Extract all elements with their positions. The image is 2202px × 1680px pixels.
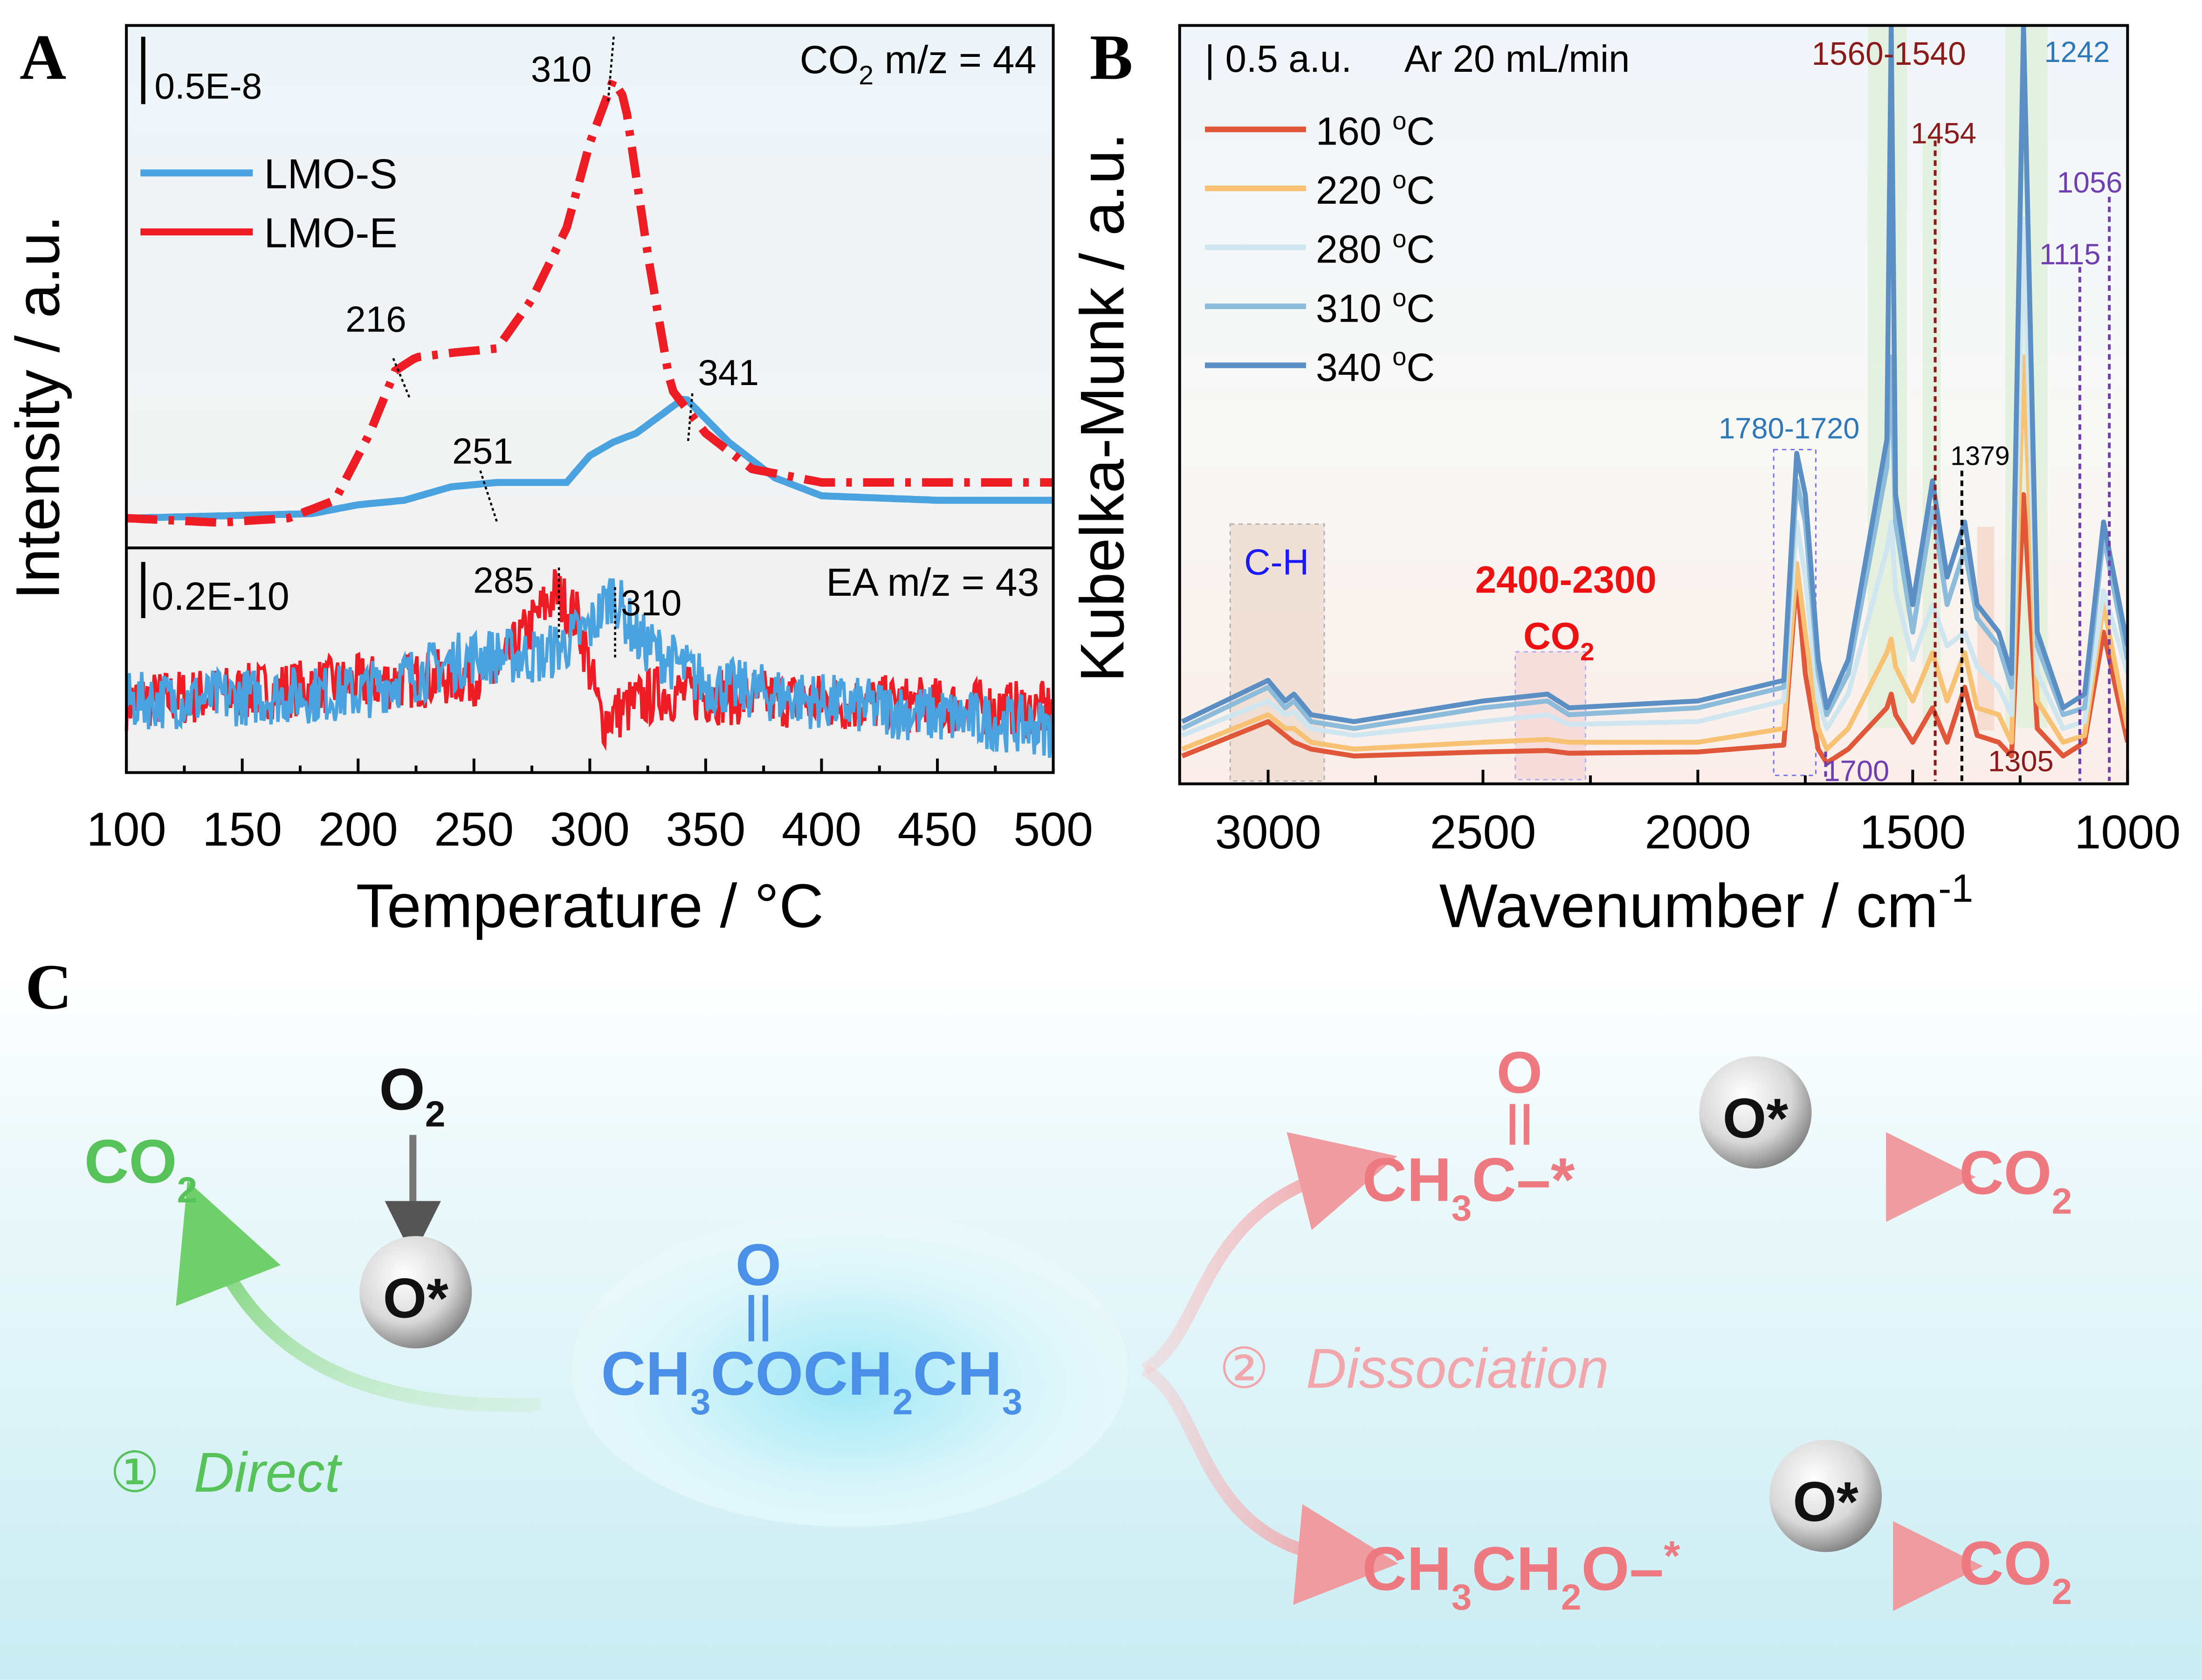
- series-line-280c: [1181, 217, 2128, 738]
- annot-1700: 1700: [1824, 755, 1890, 787]
- plot-a-top-bg: [126, 25, 1053, 548]
- x-tick-label-a: 100: [87, 802, 166, 856]
- x-tick-label-b: 2500: [1430, 805, 1536, 859]
- dissociation-step-number: ②: [1219, 1337, 1269, 1400]
- y-axis-label-a: Intensity / a.u.: [4, 215, 73, 599]
- panel-a: A 100 150 200 250 300 350 400 450 500 0.5E-8 CO2…: [4, 21, 1093, 941]
- x-tick-label-b: 1500: [1859, 805, 1966, 859]
- title-a-bottom: EA m/z = 43: [826, 560, 1039, 604]
- x-tick-label-a: 350: [666, 802, 745, 856]
- annot-2400-2300: 2400-2300: [1475, 559, 1657, 601]
- annot-1454: 1454: [1911, 117, 1976, 150]
- annot-285: 285: [473, 560, 534, 601]
- panel-label-b: B: [1090, 21, 1133, 93]
- annot-341: 341: [698, 352, 759, 393]
- annot-310-ea: 310: [621, 582, 682, 623]
- oxygen-species-badge-top: O*: [1699, 1056, 1812, 1169]
- legend-label-280: 280 oC: [1316, 225, 1435, 271]
- svg-text:O*: O*: [1723, 1087, 1789, 1150]
- annot-1115: 1115: [2039, 238, 2100, 271]
- svg-text:O*: O*: [1793, 1470, 1858, 1533]
- molecule-carbonyl-o: O: [736, 1232, 781, 1298]
- panel-c: C CO2 ① Direct O2 O* O CH3COCH2CH3 ② Dis…: [0, 951, 2202, 1680]
- molecule-double-bond: [748, 1295, 768, 1342]
- direct-step-number: ①: [110, 1441, 160, 1504]
- o2-label: O2: [379, 1056, 445, 1134]
- panel-label-c: C: [25, 951, 72, 1023]
- x-tick-label-a: 400: [782, 802, 861, 856]
- plot-b-bg: [1179, 25, 2128, 784]
- series-line-lmo-s: [126, 395, 1053, 522]
- annot-c-h: C-H: [1244, 542, 1309, 583]
- annot-co2: CO2: [1523, 615, 1594, 666]
- plot-b-series: [1181, 25, 2128, 765]
- band-c-h: [1229, 523, 1325, 782]
- x-tick-label-b: 1000: [2074, 805, 2181, 859]
- x-tick-label-a: 500: [1013, 802, 1093, 856]
- top-product-co2: CO2: [1959, 1138, 2072, 1221]
- annot-1056: 1056: [2057, 166, 2123, 199]
- annot-1242: 1242: [2044, 36, 2110, 69]
- annot-310: 310: [531, 48, 592, 90]
- reactant-bubble: [571, 1212, 1128, 1527]
- direct-arrow: [176, 1181, 541, 1412]
- panel-label-a: A: [20, 21, 66, 93]
- x-axis-label-b: Wavenumber / cm-1: [1439, 867, 1973, 941]
- acetyl-double-bond: [1509, 1104, 1529, 1145]
- dissociation-arrow-up: [1141, 1132, 1397, 1375]
- acetyl-carbonyl-o: O: [1497, 1039, 1542, 1105]
- acetyl-intermediate: CH3C–*: [1362, 1145, 1575, 1228]
- legend-b: 160 oC 220 oC 280 oC 310 oC 340 oC: [1204, 107, 1435, 389]
- x-axis-label-a: Temperature / °C: [356, 872, 824, 941]
- series-line-220c: [1181, 354, 2128, 752]
- legend-label-340: 340 oC: [1316, 343, 1435, 389]
- x-tick-label-b: 3000: [1215, 805, 1321, 859]
- y-axis-label-b: Kubelka-Munk / a.u.: [1068, 133, 1137, 682]
- series-line-340c: [1181, 25, 2128, 724]
- legend-label-lmo-e: LMO-E: [264, 210, 397, 257]
- annot-216: 216: [345, 298, 406, 339]
- direct-label: Direct: [194, 1441, 343, 1504]
- series-line-160c: [1181, 492, 2128, 765]
- legend-label-310: 310 oC: [1316, 284, 1435, 330]
- dissociation-arrow-down: [1141, 1363, 1399, 1605]
- x-tick-label-a: 450: [898, 802, 977, 856]
- ethoxy-intermediate: CH3CH2O–*: [1362, 1533, 1680, 1618]
- svg-text:O*: O*: [383, 1267, 448, 1329]
- title-a-top: CO2 m/z = 44: [800, 38, 1037, 90]
- direct-product-co2: CO2: [84, 1127, 197, 1210]
- scale-label-a-top: 0.5E-8: [154, 65, 262, 106]
- scale-label-a-bottom: 0.2E-10: [151, 574, 289, 618]
- x-tick-label-a: 200: [318, 802, 398, 856]
- x-tick-label-a: 250: [434, 802, 514, 856]
- oxygen-species-badge-bottom: O*: [1769, 1439, 1882, 1552]
- plot-b-frame: [1178, 24, 2129, 785]
- plot-b-x-axis: 3000 2500 2000 1500 1000: [1215, 770, 2181, 859]
- x-tick-label-b: 2000: [1645, 805, 1751, 859]
- oxygen-species-badge-direct: O*: [359, 1236, 472, 1349]
- bottom-product-co2: CO2: [1959, 1529, 2072, 1612]
- scale-label-b: | 0.5 a.u.: [1205, 38, 1352, 80]
- molecule-formula: CH3COCH2CH3: [601, 1339, 1022, 1422]
- annot-251: 251: [452, 431, 513, 472]
- annot-1305: 1305: [1988, 745, 2054, 778]
- x-tick-label-a: 150: [202, 802, 282, 856]
- panel-b: B 3000 2500 2000 1500 1000 | 0.5 a.u. Ar 20 …: [1068, 21, 2181, 941]
- legend-label-160: 160 oC: [1316, 107, 1435, 153]
- legend-label-220: 220 oC: [1316, 166, 1435, 212]
- condition-label-b: Ar 20 mL/min: [1404, 38, 1630, 80]
- plot-a-x-axis: 100 150 200 250 300 350 400 450 500: [87, 758, 1093, 856]
- plot-a-top-series: [126, 71, 1053, 527]
- band-1454: [1922, 135, 1941, 728]
- annot-1780-1720: 1780-1720: [1719, 412, 1859, 445]
- x-tick-label-a: 300: [550, 802, 630, 856]
- annot-1379: 1379: [1950, 441, 2009, 471]
- annot-1560-1540: 1560-1540: [1811, 35, 1966, 72]
- plot-a-bottom-series: [124, 569, 1054, 758]
- series-line-ea-lmo-s: [124, 578, 1054, 758]
- dissociation-label: Dissociation: [1306, 1337, 1609, 1400]
- legend-label-lmo-s: LMO-S: [264, 151, 397, 198]
